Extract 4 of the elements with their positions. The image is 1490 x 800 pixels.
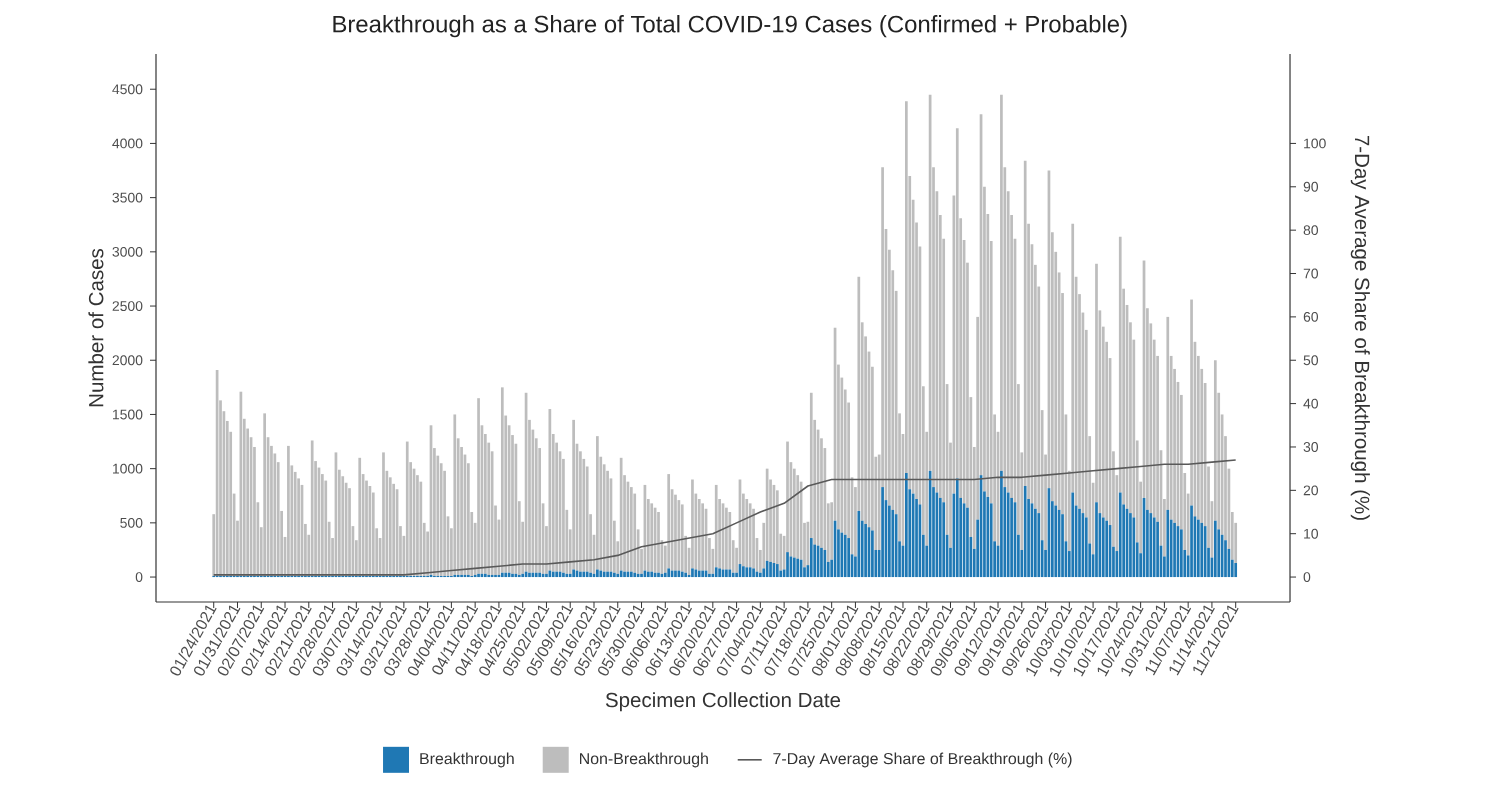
y-axis-title: Number of Cases: [88, 248, 104, 407]
y2-axis-title: 7-Day Average Share of Breakthrough (%): [1350, 135, 1370, 520]
chart-title: Breakthrough as a Share of Total COVID-19 Cases (Confirmed + Probable): [333, 15, 1127, 38]
x-axis-title: Specimen Collection Date: [605, 692, 841, 712]
